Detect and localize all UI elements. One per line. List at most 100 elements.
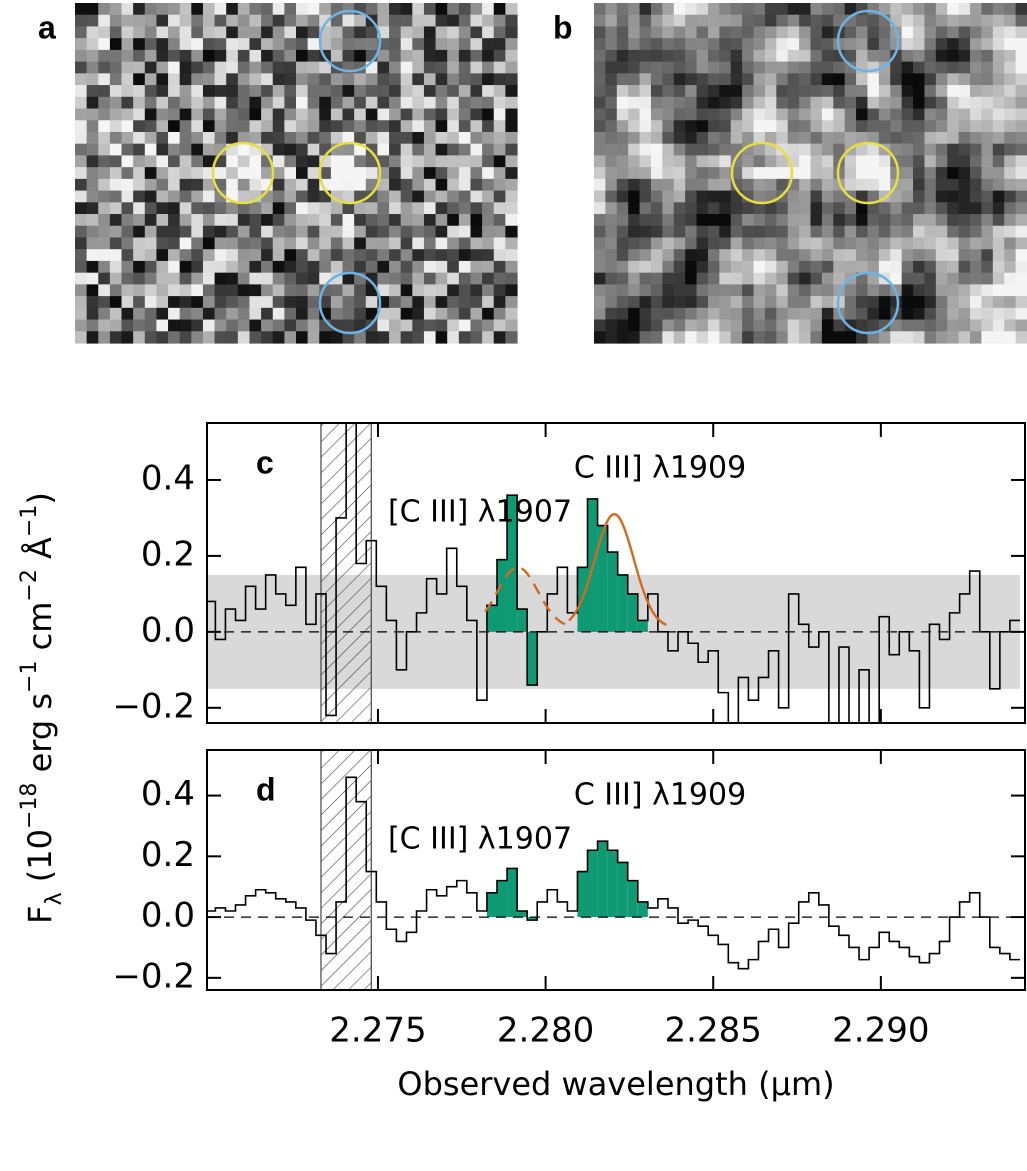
noise-pixel [342, 131, 355, 145]
noise-pixel [237, 3, 251, 16]
noise-pixel [447, 3, 460, 16]
noise-pixel [696, 167, 709, 180]
noise-pixel [935, 167, 948, 180]
noise-pixel [616, 307, 629, 321]
noise-pixel [673, 167, 686, 180]
noise-pixel [319, 73, 332, 86]
noise-pixel [844, 237, 857, 250]
noise-pixel [787, 296, 800, 309]
noise-pixel [342, 49, 355, 63]
noise-pixel [650, 249, 663, 262]
noise-pixel [133, 131, 146, 145]
noise-pixel [237, 331, 251, 344]
noise-pixel [719, 38, 732, 51]
noise-pixel [214, 38, 227, 51]
noise-pixel [605, 96, 618, 110]
noise-pixel [307, 331, 320, 344]
noise-pixel [365, 225, 379, 239]
noise-pixel [342, 143, 355, 157]
noise-pixel [1004, 167, 1017, 180]
noise-pixel [685, 202, 698, 215]
noise-pixel [179, 3, 192, 16]
noise-pixel [673, 73, 686, 86]
noise-pixel [958, 260, 971, 274]
noise-pixel [168, 214, 181, 227]
noise-pixel [86, 143, 99, 157]
noise-pixel [662, 225, 675, 239]
noise-pixel [901, 3, 914, 16]
noise-pixel [776, 331, 789, 344]
noise-pixel [742, 319, 755, 332]
noise-pixel [121, 61, 134, 74]
noise-pixel [284, 167, 297, 180]
noise-pixel [505, 249, 518, 262]
noise-pixel [482, 319, 495, 332]
noise-pixel [156, 284, 169, 297]
noise-pixel [365, 96, 379, 110]
gaussian-fit [568, 512, 667, 626]
noise-pixel [867, 143, 880, 157]
noise-pixel [272, 319, 285, 332]
noise-pixel [901, 143, 914, 157]
noise-pixel [742, 96, 755, 110]
noise-pixel [673, 131, 686, 145]
noise-pixel [121, 284, 134, 297]
noise-pixel [867, 202, 880, 215]
noise-pixel [924, 284, 937, 297]
noise-pixel [354, 38, 367, 51]
noise-pixel [696, 143, 709, 157]
noise-pixel [753, 143, 766, 157]
noise-pixel [776, 96, 789, 110]
noise-pixel [458, 96, 472, 110]
noise-pixel [133, 167, 146, 180]
noise-pixel [133, 49, 146, 63]
y-tick-label: 0.2 [141, 835, 195, 875]
noise-pixel [168, 307, 181, 321]
noise-pixel [470, 225, 483, 239]
noise-pixel [685, 307, 698, 321]
noise-pixel [787, 284, 800, 297]
noise-pixel [605, 167, 618, 180]
noise-pixel [764, 143, 777, 157]
noise-pixel [296, 96, 309, 110]
noise-pixel [133, 225, 146, 239]
noise-pixel [400, 167, 413, 180]
noise-pixel [821, 155, 834, 168]
noise-pixel [121, 167, 134, 180]
noise-pixel [764, 178, 777, 192]
noise-pixel [650, 155, 663, 168]
noise-pixel [673, 225, 686, 239]
noise-pixel [901, 14, 914, 28]
noise-pixel [133, 214, 146, 227]
noise-pixel [412, 202, 425, 215]
noise-pixel [191, 85, 204, 98]
noise-pixel [109, 249, 123, 262]
noise-pixel [86, 108, 99, 121]
noise-pixel [947, 96, 960, 110]
noise-pixel [1015, 178, 1027, 192]
noise-pixel [121, 120, 134, 133]
noise-pixel [878, 96, 891, 110]
noise-pixel [685, 190, 698, 203]
noise-pixel [913, 14, 926, 28]
noise-pixel [470, 307, 483, 321]
noise-pixel [639, 237, 652, 250]
noise-pixel [878, 73, 891, 86]
noise-pixel [470, 155, 483, 168]
spectrum [207, 423, 1020, 723]
noise-pixel [833, 167, 846, 180]
noise-pixel [696, 178, 709, 192]
noise-pixel [168, 96, 181, 110]
noise-pixel [935, 272, 948, 285]
noise-pixel [856, 61, 869, 74]
noise-pixel [447, 225, 460, 239]
noise-pixel [753, 73, 766, 86]
noise-pixel [342, 155, 355, 168]
noise-pixel [662, 120, 675, 133]
noise-pixel [913, 61, 926, 74]
noise-pixel [202, 178, 216, 192]
noise-pixel [86, 38, 99, 51]
noise-pixel [947, 3, 960, 16]
noise-pixel [423, 249, 437, 262]
